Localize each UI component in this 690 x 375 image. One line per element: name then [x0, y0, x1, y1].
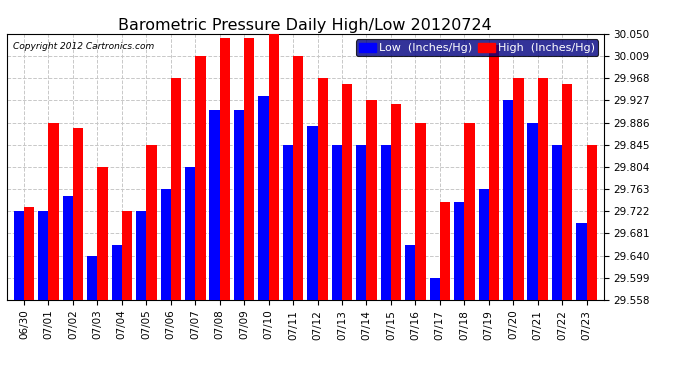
Bar	[440, 201, 450, 300]
Bar	[268, 34, 279, 300]
Bar	[586, 145, 597, 300]
Legend: Low  (Inches/Hg), High  (Inches/Hg): Low (Inches/Hg), High (Inches/Hg)	[356, 39, 598, 56]
Bar	[195, 56, 206, 300]
Bar	[464, 123, 475, 300]
Bar	[112, 245, 122, 300]
Bar	[342, 84, 353, 300]
Bar	[234, 110, 244, 300]
Bar	[293, 56, 304, 300]
Bar	[381, 145, 391, 300]
Bar	[489, 45, 499, 300]
Bar	[210, 110, 219, 300]
Bar	[219, 38, 230, 300]
Bar	[415, 123, 426, 300]
Bar	[185, 167, 195, 300]
Bar	[430, 278, 440, 300]
Bar	[356, 145, 366, 300]
Bar	[161, 189, 171, 300]
Bar	[97, 167, 108, 300]
Bar	[87, 256, 97, 300]
Bar	[24, 207, 34, 300]
Bar	[503, 100, 513, 300]
Bar	[527, 123, 538, 300]
Bar	[171, 78, 181, 300]
Bar	[146, 145, 157, 300]
Bar	[283, 145, 293, 300]
Bar	[14, 211, 24, 300]
Bar	[332, 145, 342, 300]
Bar	[478, 189, 489, 300]
Bar	[307, 126, 317, 300]
Bar	[317, 78, 328, 300]
Bar	[73, 129, 83, 300]
Bar	[122, 211, 132, 300]
Bar	[391, 104, 401, 300]
Bar	[63, 196, 73, 300]
Bar	[136, 211, 146, 300]
Bar	[244, 38, 255, 300]
Text: Copyright 2012 Cartronics.com: Copyright 2012 Cartronics.com	[13, 42, 154, 51]
Bar	[366, 100, 377, 300]
Bar	[258, 96, 268, 300]
Bar	[48, 123, 59, 300]
Bar	[454, 201, 464, 300]
Bar	[538, 78, 548, 300]
Title: Barometric Pressure Daily High/Low 20120724: Barometric Pressure Daily High/Low 20120…	[119, 18, 492, 33]
Bar	[562, 84, 573, 300]
Bar	[38, 211, 48, 300]
Bar	[405, 245, 415, 300]
Bar	[576, 223, 586, 300]
Bar	[513, 78, 524, 300]
Bar	[552, 145, 562, 300]
